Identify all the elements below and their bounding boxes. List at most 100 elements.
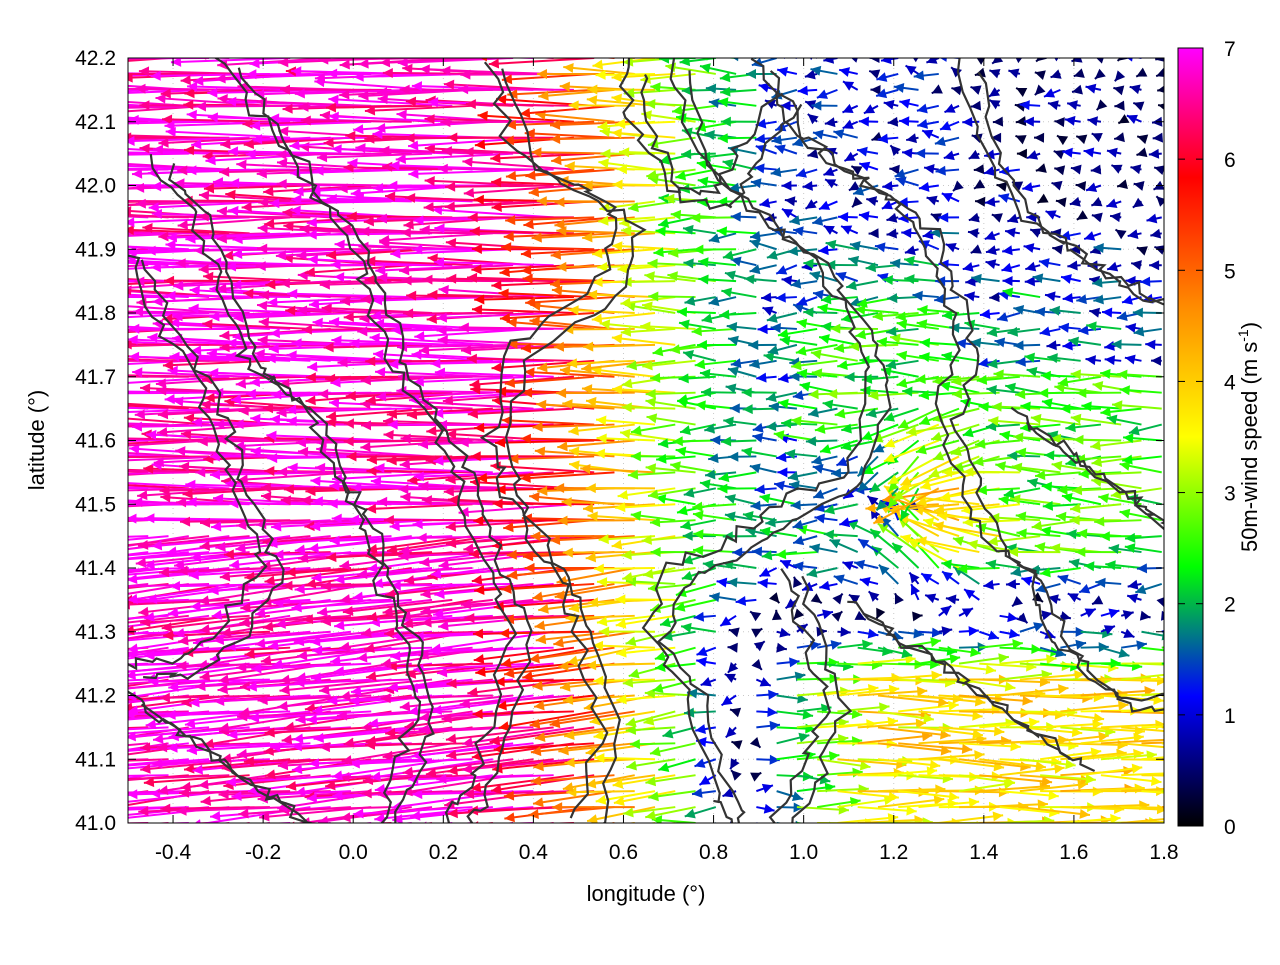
wind-vector-head <box>58 758 68 768</box>
wind-vector <box>4 201 128 202</box>
wind-vector <box>4 209 128 217</box>
wind-vector-head <box>49 67 59 77</box>
wind-vector-head <box>9 719 20 729</box>
wind-vector-head <box>27 165 37 175</box>
wind-vector-head <box>62 690 73 700</box>
wind-vector <box>15 600 128 614</box>
wind-vector <box>330 823 453 836</box>
wind-vector-head <box>78 202 88 212</box>
wind-vector-head <box>75 596 86 606</box>
wind-vector-head <box>24 679 34 689</box>
wind-vector-head <box>251 829 261 839</box>
wind-vector-head <box>113 159 123 169</box>
wind-vector-head <box>1165 708 1175 718</box>
wind-vector-head <box>16 362 26 372</box>
wind-vector-head <box>12 481 22 491</box>
wind-vector-head <box>41 799 52 809</box>
wind-vector-head <box>98 542 108 552</box>
wind-vector-head <box>104 668 114 678</box>
wind-vector-head <box>52 417 62 427</box>
wind-vector-head <box>51 662 61 672</box>
wind-vector-head <box>21 301 31 311</box>
wind-vector <box>119 823 230 836</box>
wind-vector-head <box>45 618 55 628</box>
wind-vector <box>416 823 533 827</box>
wind-vector-head <box>7 645 17 655</box>
wind-vector-head <box>10 382 20 392</box>
wind-vector-head <box>64 659 75 669</box>
wind-vector-head <box>56 644 67 654</box>
wind-vector-head <box>83 399 93 409</box>
wind-vector-head <box>38 249 48 259</box>
wind-vector-head <box>29 303 39 313</box>
wind-vector <box>403 823 513 838</box>
wind-vector-head <box>114 455 124 465</box>
wind-vector-head <box>85 326 95 336</box>
wind-vector <box>251 823 371 835</box>
wind-vector-head <box>445 830 456 840</box>
wind-vector-head <box>39 627 50 637</box>
wind-vector-head <box>52 165 62 175</box>
wind-vector-head <box>49 806 59 816</box>
wind-vector <box>276 154 391 155</box>
wind-vector-head <box>3 163 13 173</box>
wind-vector-head <box>16 830 27 840</box>
wind-vector-head <box>23 67 33 77</box>
wind-vector <box>207 823 331 834</box>
wind-vector <box>563 552 635 553</box>
wind-vector <box>240 823 351 835</box>
wind-vector-head <box>118 200 128 210</box>
wind-vector-head <box>101 69 111 79</box>
wind-vector-head <box>1168 658 1178 668</box>
wind-vector-head <box>71 388 81 398</box>
wind-vector-head <box>23 501 33 511</box>
wind-vector-head <box>91 142 101 152</box>
wind-vector-head <box>10 423 20 433</box>
wind-vector-head <box>13 548 24 558</box>
wind-vector-head <box>30 140 40 150</box>
wind-vector <box>21 265 128 273</box>
wind-vector <box>563 329 634 330</box>
wind-vector-head <box>100 452 110 462</box>
wind-vector <box>5 727 128 734</box>
wind-vector-head <box>763 823 774 832</box>
wind-vector <box>14 584 128 598</box>
wind-vector-head <box>72 470 82 480</box>
wind-vector-head <box>54 755 65 765</box>
wind-vector <box>594 823 655 833</box>
wind-vector <box>9 711 128 725</box>
wind-vector-head <box>55 504 65 514</box>
wind-vector-head <box>87 265 97 275</box>
wind-vector <box>756 823 773 833</box>
wind-vector-head <box>115 84 125 94</box>
wind-vector-head <box>140 832 151 842</box>
wind-vector <box>199 216 311 217</box>
wind-vector <box>6 344 128 345</box>
wind-vector-head <box>1217 678 1227 688</box>
wind-vector-head <box>15 608 26 618</box>
wind-vector-head <box>21 567 31 577</box>
wind-vector <box>531 823 615 837</box>
wind-vector <box>919 823 987 827</box>
wind-vector <box>554 201 634 202</box>
wind-vector <box>202 823 310 827</box>
wind-vector <box>196 106 310 107</box>
wind-vector-head <box>8 87 18 97</box>
wind-vector-head <box>44 318 54 328</box>
wind-vector-head <box>75 709 85 719</box>
wind-vector-head <box>56 305 66 315</box>
wind-vector <box>445 823 554 836</box>
wind-vector-head <box>15 797 25 807</box>
wind-vector-head <box>50 254 60 264</box>
wind-vector-head <box>16 249 26 259</box>
wind-vector-head <box>57 825 67 835</box>
wind-vector-head <box>1207 812 1218 822</box>
wind-vector-head <box>24 178 34 188</box>
wind-vector-head <box>32 807 42 817</box>
wind-vector-head <box>35 112 45 122</box>
wind-vector-head <box>77 135 87 145</box>
wind-vector-head <box>14 592 25 602</box>
wind-vector <box>493 504 595 505</box>
wind-vector-head <box>13 507 23 517</box>
